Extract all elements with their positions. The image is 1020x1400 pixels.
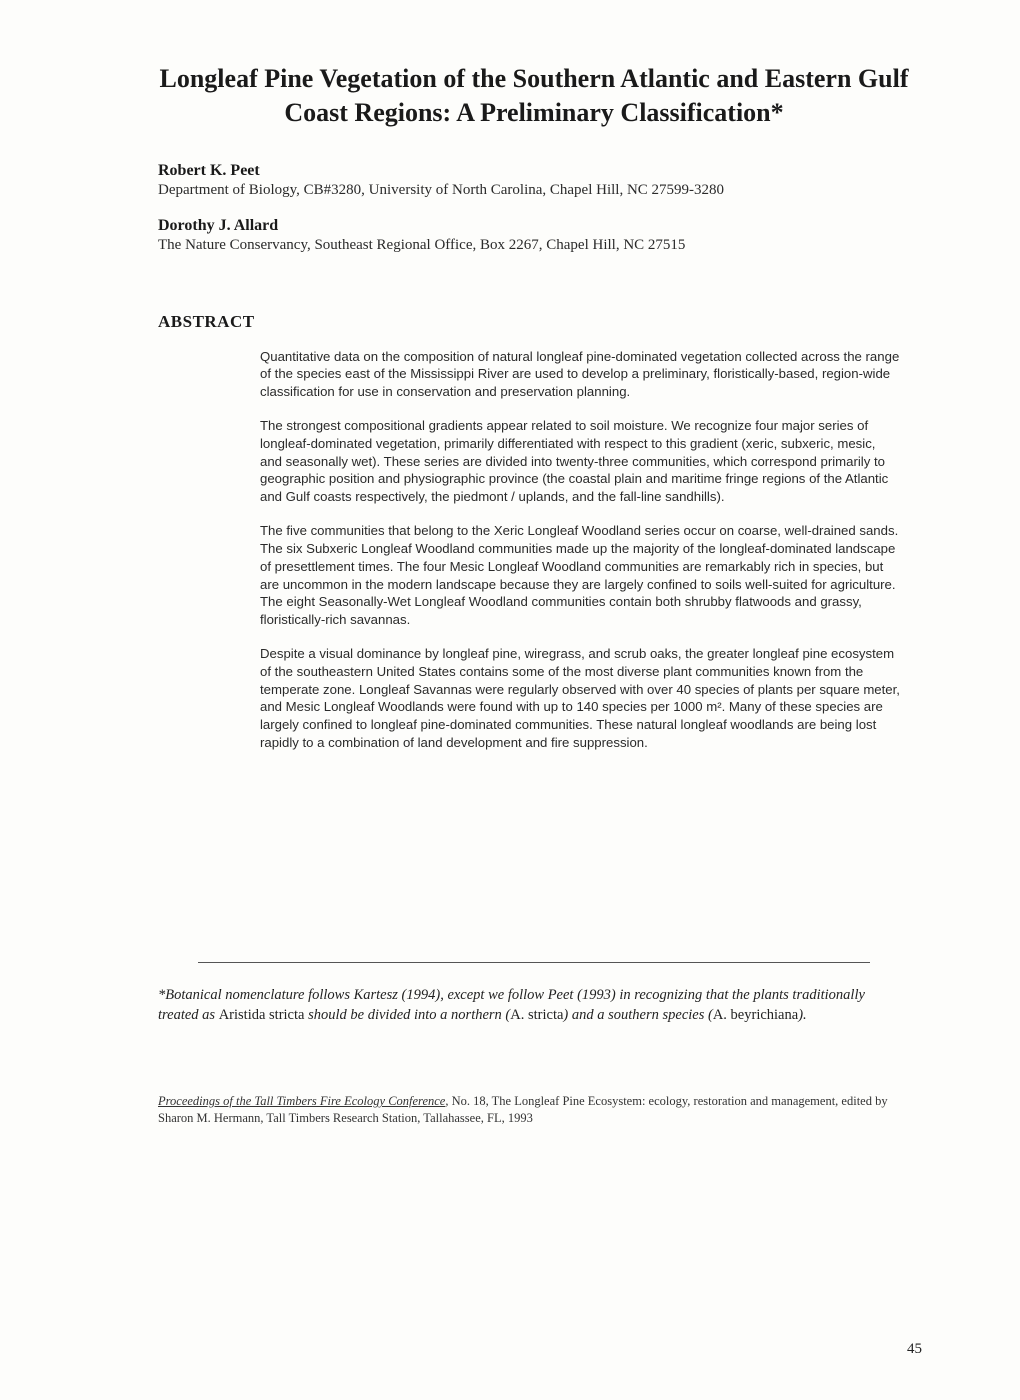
author-block-1: Robert K. Peet Department of Biology, CB… <box>158 162 910 199</box>
citation-title: Proceedings of the Tall Timbers Fire Eco… <box>158 1094 445 1108</box>
abstract-paragraph: Quantitative data on the composition of … <box>260 348 900 401</box>
separator-rule <box>198 962 870 963</box>
author-name: Robert K. Peet <box>158 162 910 180</box>
abstract-paragraph: The strongest compositional gradients ap… <box>260 417 900 506</box>
footnote-text: ). <box>798 1007 806 1023</box>
abstract-paragraph: Despite a visual dominance by longleaf p… <box>260 645 900 752</box>
author-affiliation: The Nature Conservancy, Southeast Region… <box>158 237 910 254</box>
species-name: Aristida stricta <box>219 1007 305 1023</box>
abstract-body: Quantitative data on the composition of … <box>260 348 900 752</box>
paper-title: Longleaf Pine Vegetation of the Southern… <box>158 62 910 130</box>
abstract-heading: ABSTRACT <box>158 312 910 332</box>
footnote-text: should be divided into a northern ( <box>304 1007 510 1023</box>
species-name: A. beyrichiana <box>713 1007 798 1023</box>
author-block-2: Dorothy J. Allard The Nature Conservancy… <box>158 217 910 254</box>
footnote: *Botanical nomenclature follows Kartesz … <box>158 985 900 1026</box>
page-number: 45 <box>907 1341 922 1358</box>
abstract-paragraph: The five communities that belong to the … <box>260 522 900 629</box>
author-affiliation: Department of Biology, CB#3280, Universi… <box>158 182 910 199</box>
citation: Proceedings of the Tall Timbers Fire Eco… <box>158 1093 910 1127</box>
author-name: Dorothy J. Allard <box>158 217 910 235</box>
species-name: A. stricta <box>510 1007 563 1023</box>
page-content: Longleaf Pine Vegetation of the Southern… <box>0 0 1020 1167</box>
footnote-text: ) and a southern species ( <box>563 1007 712 1023</box>
